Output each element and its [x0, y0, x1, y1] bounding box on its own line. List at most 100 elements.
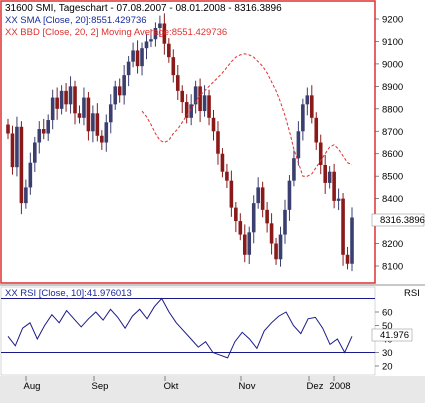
- candle-body: [41, 129, 46, 134]
- rsi-tick-label: 30: [382, 348, 393, 359]
- candle-body: [318, 142, 323, 165]
- candle-body: [309, 95, 314, 118]
- candle-body: [207, 95, 211, 118]
- candle-body: [140, 48, 144, 67]
- candle-body: [135, 50, 140, 67]
- candle-body: [104, 122, 109, 143]
- time-label: Sep: [92, 381, 109, 392]
- candlestick-series: [6, 13, 354, 272]
- candle-body: [33, 142, 37, 163]
- candle-body: [292, 158, 296, 181]
- rsi-legend: XX RSI [Close, 10]:41.976013: [5, 288, 132, 299]
- price-tick-label: 8900: [382, 82, 403, 93]
- time-label: Dez: [307, 381, 324, 392]
- candle-body: [64, 90, 68, 105]
- price-tick-label: 9200: [382, 15, 403, 26]
- candle-body: [238, 221, 243, 235]
- time-label: Nov: [239, 381, 256, 392]
- candle-body: [225, 171, 229, 181]
- price-tick-label: 8100: [382, 262, 403, 273]
- price-axis: 9200910090008900880087008600850084008300…: [371, 1, 425, 283]
- candle-body: [153, 27, 158, 40]
- rsi-tick-label: 20: [382, 362, 393, 373]
- candle-body: [287, 180, 292, 210]
- price-tick-label: 8200: [382, 239, 403, 250]
- candle-body: [198, 86, 202, 112]
- candle-body: [46, 120, 51, 134]
- panel-separator[interactable]: [0, 284, 425, 286]
- sma-line: [141, 53, 353, 177]
- bbd-legend: XX BBD [Close, 20, 2] Moving Average:855…: [5, 27, 227, 38]
- candle-body: [202, 95, 207, 112]
- candle-body: [336, 198, 341, 201]
- price-tick-label: 8400: [382, 194, 403, 205]
- rsi-last-value: 41.976: [380, 330, 409, 341]
- candle-body: [242, 234, 247, 255]
- price-tick-label: 8500: [382, 172, 403, 183]
- candle-body: [82, 97, 86, 118]
- candle-body: [73, 86, 77, 114]
- candle-body: [296, 131, 301, 159]
- last-price-badge: [371, 213, 425, 227]
- candle-body: [158, 23, 162, 28]
- candle-body: [59, 90, 64, 109]
- candle-body: [327, 171, 332, 183]
- time-axis[interactable]: Aug Sep Okt Nov Dez 2008: [0, 376, 425, 403]
- candle-body: [332, 171, 336, 201]
- candle-body: [323, 164, 327, 183]
- candle-body: [37, 129, 42, 143]
- candle-body: [122, 75, 126, 96]
- candle-body: [301, 104, 305, 132]
- time-label: Okt: [164, 381, 179, 392]
- time-label: 2008: [329, 381, 350, 392]
- price-tick-label: 8600: [382, 149, 403, 160]
- candle-body: [55, 97, 59, 109]
- time-label: Aug: [24, 381, 41, 392]
- price-tick-label: 9000: [382, 59, 403, 70]
- candle-body: [28, 162, 33, 188]
- price-tick-label: 8700: [382, 127, 403, 138]
- candle-body: [193, 86, 198, 105]
- candle-body: [144, 41, 149, 49]
- rsi-line: [7, 297, 353, 359]
- candle-body: [68, 86, 73, 105]
- candle-body: [180, 90, 185, 103]
- rsi-last-badge: [371, 328, 413, 342]
- candle-body: [19, 126, 24, 204]
- rsi-panel[interactable]: XX RSI [Close, 10]:41.976013: [0, 286, 376, 376]
- candle-body: [216, 131, 220, 154]
- candle-body: [283, 209, 287, 235]
- rsi-tick-label: 60: [382, 308, 393, 319]
- candle-body: [50, 97, 55, 121]
- candle-body: [211, 117, 216, 132]
- candle-body: [184, 102, 189, 118]
- candle-body: [6, 124, 10, 134]
- candle-body: [234, 207, 238, 222]
- candle-body: [108, 104, 113, 123]
- candle-body: [341, 198, 345, 255]
- candle-body: [247, 232, 252, 255]
- price-panel-frame: [0, 0, 376, 284]
- chart-title: 31600 SMI, Tageschart - 07.08.2007 - 08.…: [5, 3, 282, 14]
- candle-body: [278, 234, 283, 260]
- price-panel[interactable]: 31600 SMI, Tageschart - 07.08.2007 - 08.…: [0, 0, 376, 284]
- candle-body: [229, 180, 234, 208]
- rsi-axis: RSI 6050403020 41.976: [371, 287, 424, 375]
- candle-body: [77, 113, 82, 118]
- candle-body: [274, 243, 278, 260]
- candle-body: [126, 61, 131, 76]
- candle-body: [167, 43, 171, 58]
- last-price-value: 8316.3896: [380, 215, 425, 226]
- candle-body: [100, 135, 104, 143]
- candle-body: [345, 254, 350, 264]
- candle-body: [175, 75, 180, 91]
- candle-body: [162, 23, 167, 44]
- candle-body: [91, 113, 95, 132]
- rsi-corner-label: RSI: [404, 288, 420, 299]
- candle-body: [269, 223, 274, 244]
- candle-body: [305, 95, 310, 105]
- candle-body: [260, 187, 265, 210]
- candle-body: [220, 153, 225, 172]
- rsi-panel-frame: [0, 286, 376, 376]
